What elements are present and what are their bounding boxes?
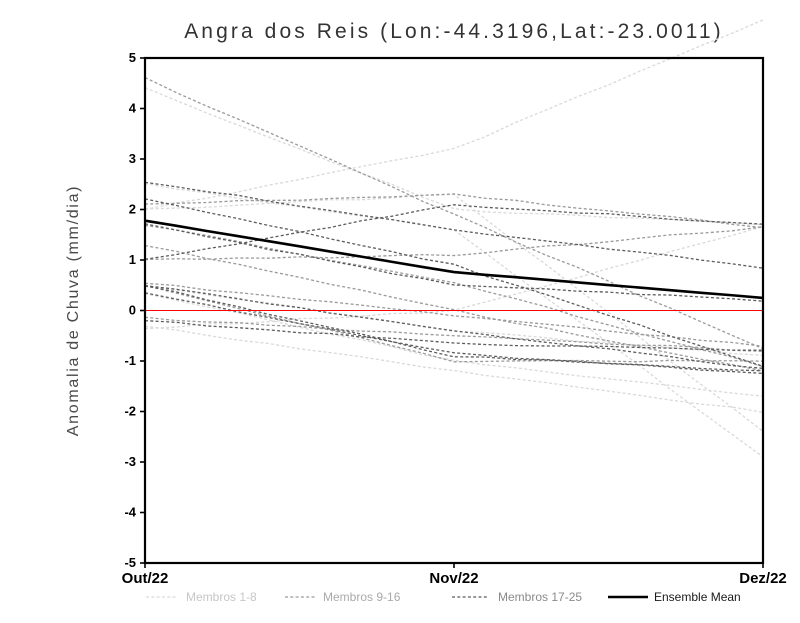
- svg-text:Dez/22: Dez/22: [739, 570, 787, 587]
- svg-text:-1: -1: [124, 353, 136, 368]
- svg-text:Membros 1-8: Membros 1-8: [186, 590, 257, 604]
- svg-text:-2: -2: [124, 404, 136, 419]
- svg-text:Anomalia de Chuva (mm/dia): Anomalia de Chuva (mm/dia): [65, 185, 82, 436]
- svg-text:3: 3: [129, 151, 136, 166]
- svg-text:Nov/22: Nov/22: [429, 570, 478, 587]
- svg-text:-5: -5: [124, 555, 136, 570]
- svg-text:Angra dos Reis (Lon:-44.3196,L: Angra dos Reis (Lon:-44.3196,Lat:-23.001…: [184, 20, 724, 43]
- svg-text:0: 0: [129, 303, 136, 318]
- svg-text:5: 5: [129, 50, 136, 65]
- svg-text:4: 4: [129, 101, 137, 116]
- svg-text:-3: -3: [124, 454, 136, 469]
- svg-text:Out/22: Out/22: [122, 570, 169, 587]
- svg-text:2: 2: [129, 202, 136, 217]
- svg-text:Membros 9-16: Membros 9-16: [323, 590, 401, 604]
- svg-text:-4: -4: [124, 505, 136, 520]
- svg-text:Membros 17-25: Membros 17-25: [498, 590, 582, 604]
- svg-text:Ensemble Mean: Ensemble Mean: [654, 590, 741, 604]
- svg-text:1: 1: [129, 252, 136, 267]
